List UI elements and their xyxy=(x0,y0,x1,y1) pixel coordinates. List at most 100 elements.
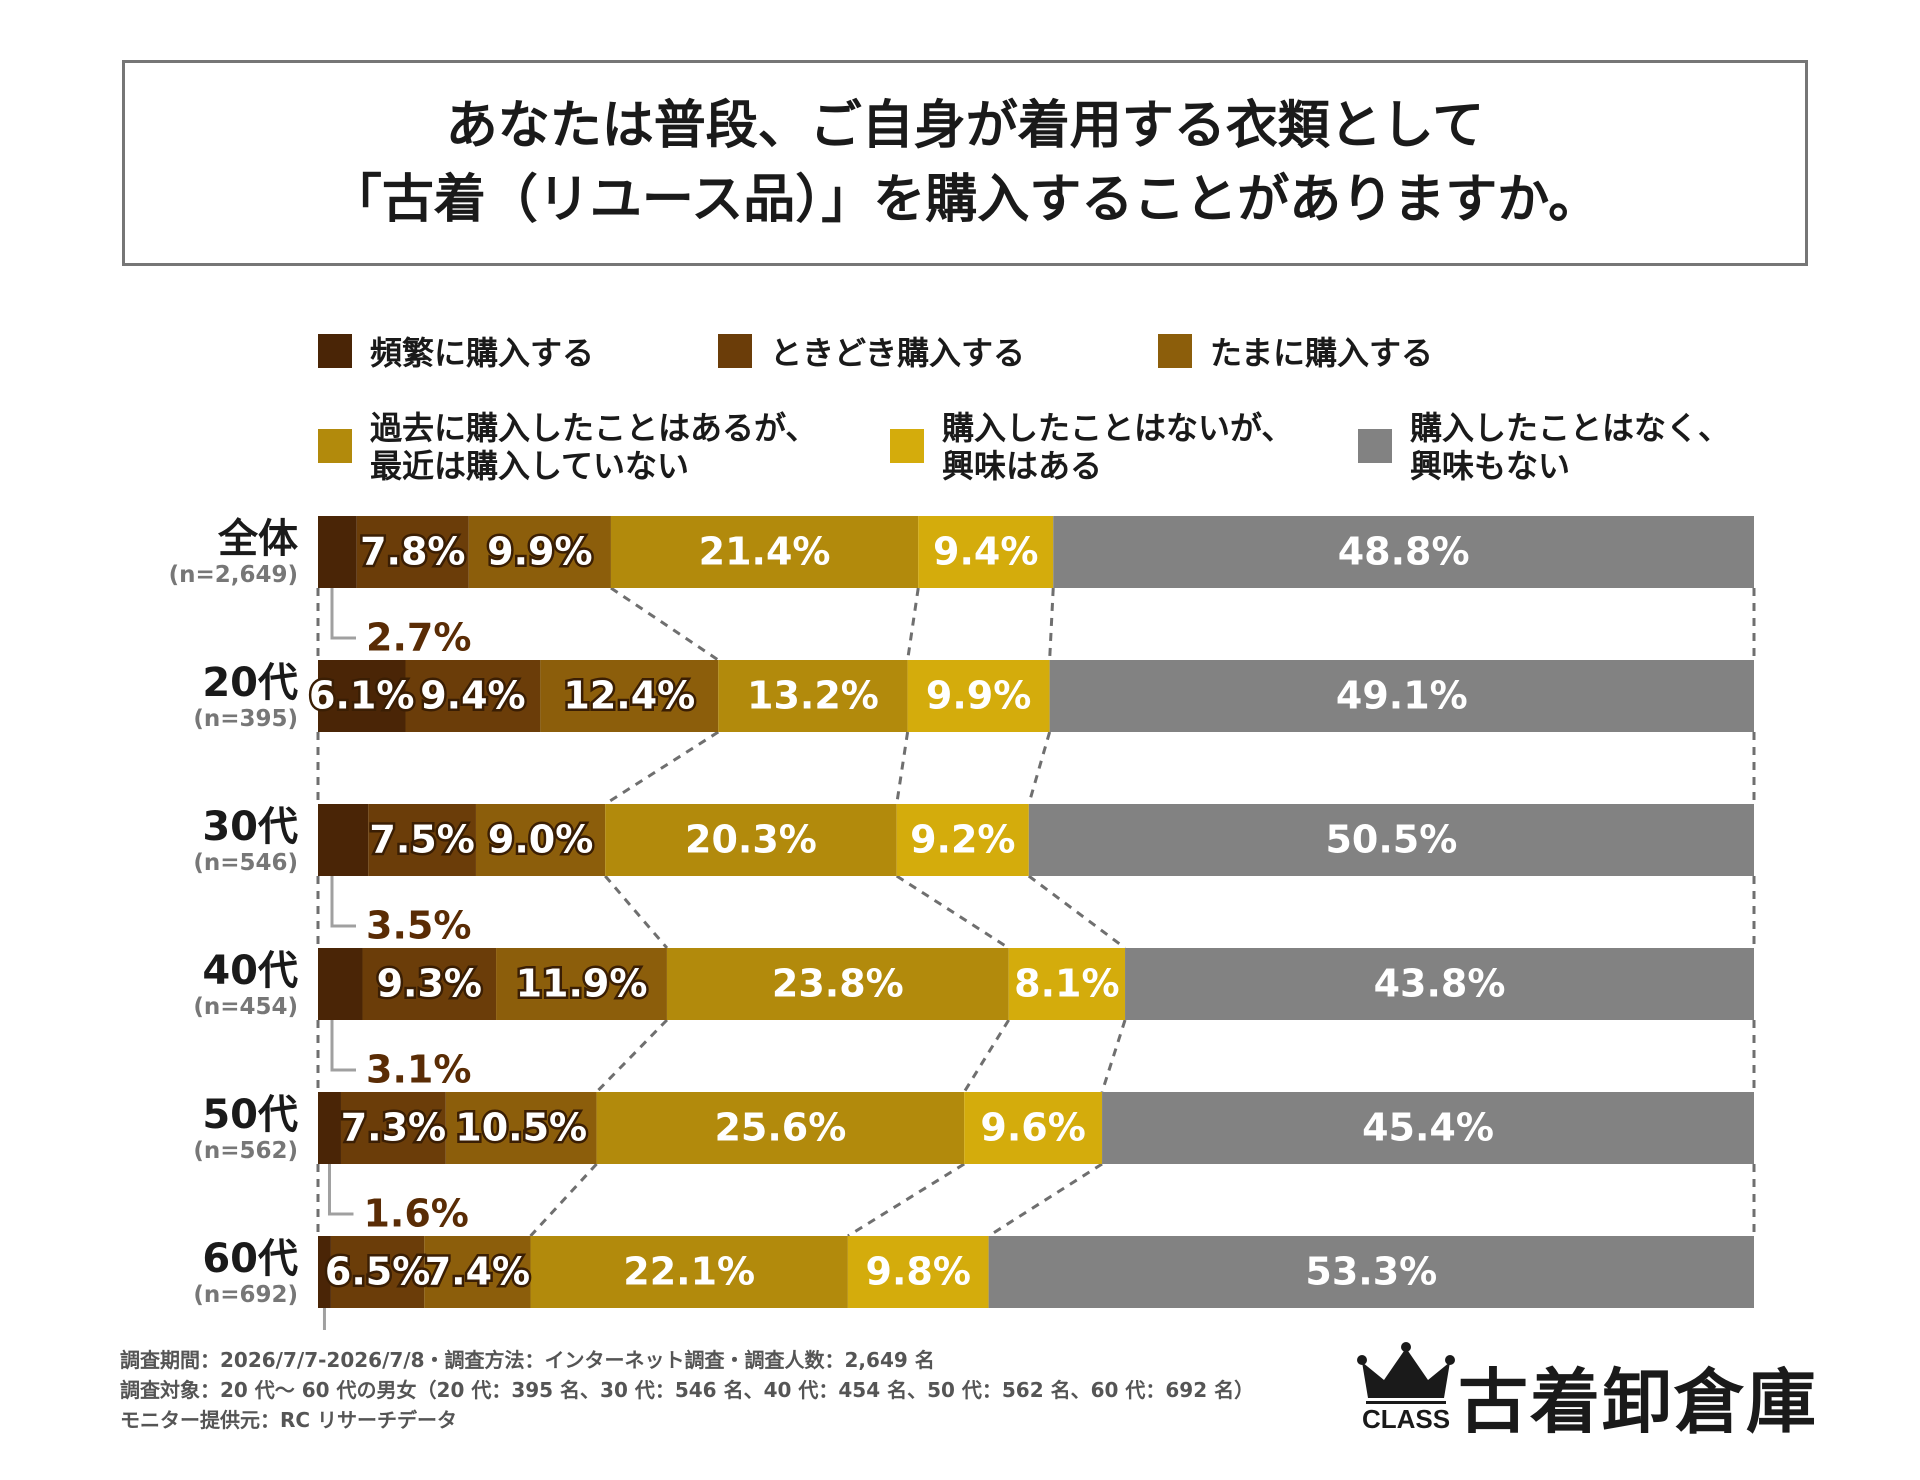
bar-segment xyxy=(1102,1092,1754,1164)
category-label: 40代 xyxy=(202,948,298,994)
bar-segment xyxy=(405,660,541,732)
bar-segment xyxy=(988,1236,1754,1308)
bar-value-label: 20.3% xyxy=(685,818,817,862)
bar-segment xyxy=(318,660,406,732)
callout-line xyxy=(327,1164,354,1216)
callout-line xyxy=(330,588,356,640)
bar-segment xyxy=(318,1092,341,1164)
category-label: 30代 xyxy=(202,804,298,850)
bar-value-label: 45.4% xyxy=(1362,1106,1494,1150)
bar-value-label: 50.5% xyxy=(1325,818,1457,862)
bar-value-label: 8.1% xyxy=(1014,962,1119,1006)
legend-label-past: 過去に購入したことはあるが、 最近は購入していない xyxy=(370,409,818,485)
bar-value-label: 9.3% xyxy=(377,962,482,1006)
bar-segment xyxy=(318,1236,331,1308)
connector-line xyxy=(962,1019,1010,1093)
bar-value-label: 10.5% xyxy=(455,1106,587,1150)
bar-value-label: 9.9% xyxy=(487,530,592,574)
bar-segment xyxy=(907,660,1050,732)
connector-line xyxy=(847,1162,965,1238)
bar-value-label: 11.9% xyxy=(516,962,648,1006)
bar-segment xyxy=(918,516,1054,588)
bar-value-label: 9.0% xyxy=(488,818,593,862)
bar-value-label: 9.9% xyxy=(926,674,1031,718)
connector-line xyxy=(610,586,720,662)
footer-line-1: 調査期間：2026/7/7-2026/7/8・調査方法：インターネット調査・調査… xyxy=(120,1348,935,1372)
footer-line-3: モニター提供元：RC リサーチデータ xyxy=(120,1408,458,1432)
bar-segment xyxy=(1028,804,1754,876)
bar-segment xyxy=(318,516,357,588)
bar-segment xyxy=(318,948,363,1020)
crown-icon xyxy=(1357,1342,1455,1404)
connector-line xyxy=(604,730,720,806)
bar-segment xyxy=(496,948,667,1020)
connector-line xyxy=(1100,1019,1127,1093)
brand-logo: CLASS 古着卸倉庫 xyxy=(1346,1340,1816,1443)
bar-segment xyxy=(1053,516,1754,588)
legend-item-interested: 購入したことはないが、 興味はある xyxy=(890,409,1293,485)
category-label: 50代 xyxy=(202,1092,298,1138)
category-n-label: (n=454) xyxy=(193,994,298,1020)
legend-item-occasionally: たまに購入する xyxy=(1158,334,1433,372)
connector-line xyxy=(1048,587,1055,661)
bar-value-label: 22.1% xyxy=(623,1250,755,1294)
bar-segment xyxy=(1049,660,1754,732)
title-box: あなたは普段、ご自身が着用する衣類として 「古着（リユース品）」を購入することが… xyxy=(122,60,1808,266)
bar-segment xyxy=(356,516,469,588)
bar-value-label: 9.2% xyxy=(910,818,1015,862)
category-n-label: (n=2,649) xyxy=(169,562,298,588)
bar-segment xyxy=(718,660,908,732)
bar-value-label: 6.5% xyxy=(325,1250,430,1294)
bar-value-label: 25.6% xyxy=(714,1106,846,1150)
logo-class-text: CLASS xyxy=(1361,1404,1451,1434)
bar-segment xyxy=(540,660,719,732)
bar-value-label: 7.3% xyxy=(341,1106,446,1150)
bar-value-label: 23.8% xyxy=(772,962,904,1006)
legend-item-past: 過去に購入したことはあるが、 最近は購入していない xyxy=(318,409,817,485)
bar-segment xyxy=(475,804,606,876)
title-line-2: 「古着（リユース品）」を購入することがありますか。 xyxy=(329,170,1601,230)
bar-segment xyxy=(468,516,611,588)
category-label: 20代 xyxy=(202,660,298,706)
legend-swatch-past xyxy=(318,429,352,463)
connector-line xyxy=(895,874,1010,950)
legend-swatch-interested xyxy=(890,429,924,463)
legend-item-frequent: 頻繁に購入する xyxy=(318,334,594,372)
bar-value-label: 43.8% xyxy=(1374,962,1506,1006)
bar-segment xyxy=(896,804,1029,876)
legend-label-frequent: 頻繁に購入する xyxy=(370,334,595,372)
bar-value-label: 9.4% xyxy=(420,674,525,718)
legend-label-sometimes: ときどき購入する xyxy=(770,334,1026,372)
connector-line xyxy=(895,731,910,805)
bar-segment xyxy=(424,1236,531,1308)
bar-value-label: 9.4% xyxy=(933,530,1038,574)
bar-segment xyxy=(847,1236,989,1308)
bar-segment xyxy=(605,804,897,876)
legend-item-not-interested: 購入したことはなく、 興味もない xyxy=(1358,409,1730,485)
category-n-label: (n=562) xyxy=(193,1138,298,1164)
category-n-label: (n=546) xyxy=(193,850,298,876)
callout-line xyxy=(330,1020,356,1072)
bar-value-label: 9.6% xyxy=(980,1106,1085,1150)
bar-segment xyxy=(1008,948,1126,1020)
bar-segment xyxy=(330,1236,425,1308)
connector-line xyxy=(987,1162,1103,1238)
legend-label-not-interested: 購入したことはなく、 興味もない xyxy=(1410,409,1731,485)
bar-segment xyxy=(445,1092,597,1164)
stacked-bar-chart: 全体(n=2,649) 2.7% 7.8% 9.9% 21.4% 9.4% 48.8% 20代… xyxy=(169,516,1756,1330)
bar-value-label: 48.8% xyxy=(1338,530,1470,574)
callout-value-label: 3.1% xyxy=(366,1048,471,1092)
logo-name: 古着卸倉庫 xyxy=(1458,1360,1818,1443)
legend-item-sometimes: ときどき購入する xyxy=(718,334,1025,372)
callout-value-label: 3.5% xyxy=(366,904,471,948)
bar-value-label: 6.1% xyxy=(309,674,414,718)
category-label: 全体 xyxy=(217,516,298,562)
connector-line xyxy=(906,587,920,661)
connector-line xyxy=(529,1162,598,1238)
bar-value-label: 49.1% xyxy=(1336,674,1468,718)
bar-value-label: 7.8% xyxy=(360,530,465,574)
connector-line xyxy=(595,1018,669,1094)
bar-value-label: 12.4% xyxy=(563,674,695,718)
footer-line-2: 調査対象：20 代～ 60 代の男女（20 代：395 名、30 代：546 名… xyxy=(120,1378,1255,1402)
connector-line xyxy=(1027,874,1126,950)
